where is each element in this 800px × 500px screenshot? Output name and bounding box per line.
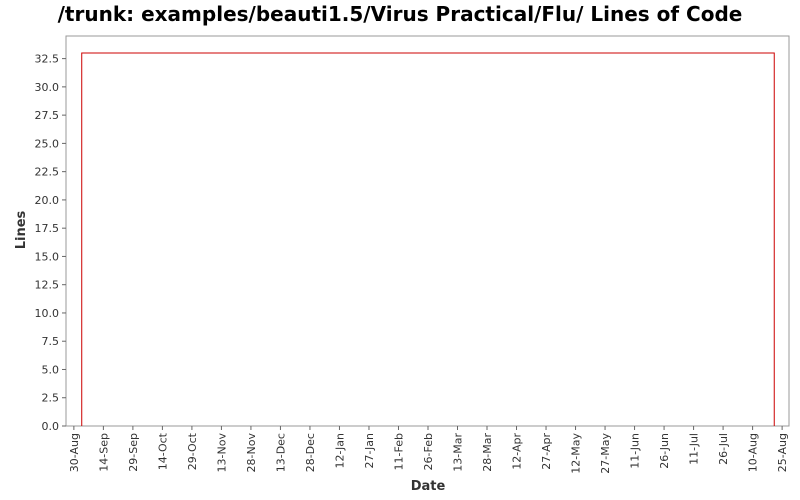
x-tick-label: 27-May [599,433,612,474]
y-tick-label: 25.0 [35,137,60,150]
y-tick-label: 30.0 [35,81,60,94]
y-tick-label: 7.5 [42,335,60,348]
x-tick-label: 10-Aug [747,433,760,472]
x-tick-label: 13-Mar [452,433,465,472]
x-tick-label: 13-Nov [215,433,228,473]
x-tick-label: 11-Feb [392,433,405,470]
x-tick-label: 26-Jul [717,433,730,465]
y-tick-label: 5.0 [42,363,60,376]
x-tick-label: 29-Oct [186,432,199,470]
x-tick-label: 12-Apr [511,433,524,470]
x-tick-label: 12-May [570,433,583,474]
data-line [81,52,775,426]
x-tick-label: 27-Apr [540,433,553,470]
x-tick-label: 13-Dec [274,433,287,472]
x-tick-label: 29-Sep [127,433,140,472]
x-tick-label: 30-Aug [68,433,81,472]
y-tick-label: 22.5 [35,166,60,179]
x-axis-label: Date [411,479,446,494]
x-tick-label: 12-Jan [333,433,346,469]
x-tick-label: 28-Dec [304,433,317,472]
x-tick-label: 26-Feb [422,433,435,470]
x-tick-label: 25-Aug [776,433,789,472]
x-tick-label: 11-Jun [629,433,642,469]
y-tick-label: 12.5 [35,279,60,292]
y-tick-label: 20.0 [35,194,60,207]
plot-area [65,35,790,427]
y-tick-label: 10.0 [35,307,60,320]
x-tick-label: 14-Sep [97,433,110,472]
y-tick-label: 32.5 [35,53,60,66]
y-tick-label: 27.5 [35,109,60,122]
x-tick-label: 28-Nov [245,433,258,473]
x-tick-label: 28-Mar [481,433,494,472]
x-tick-label: 26-Jun [658,433,671,469]
y-tick-label: 17.5 [35,222,60,235]
chart-title: /trunk: examples/beauti1.5/Virus Practic… [58,2,743,26]
y-tick-label: 15.0 [35,250,60,263]
y-tick-label: 2.5 [42,392,60,405]
x-tick-label: 14-Oct [156,432,169,470]
x-tick-label: 11-Jul [688,433,701,465]
y-axis-label: Lines [14,210,29,249]
x-tick-label: 27-Jan [363,433,376,469]
y-tick-label: 0.0 [42,420,60,433]
